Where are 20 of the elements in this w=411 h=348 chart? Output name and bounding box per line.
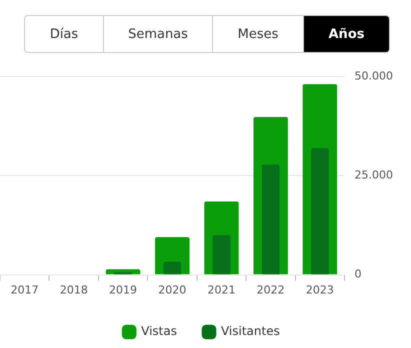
x-tick-label: 2021 <box>207 283 236 296</box>
bar <box>311 148 329 274</box>
legend-label: Vistas <box>141 324 177 338</box>
y-tick-label: 25.000 <box>354 168 394 182</box>
x-tick-label: 2020 <box>158 283 186 296</box>
text: Años <box>303 16 389 52</box>
text: Semanas <box>103 16 212 52</box>
y-tick-label: 50.000 <box>354 69 394 82</box>
x-tick-label: 2018 <box>60 283 88 296</box>
text: Días <box>48 26 80 44</box>
bar <box>262 164 280 274</box>
x-tick-label: 2023 <box>306 283 334 296</box>
bar <box>212 235 230 274</box>
bar <box>163 262 182 274</box>
y-tick-label: 0 <box>354 268 362 281</box>
x-tick-label: 2019 <box>109 283 138 296</box>
legend-label: Visitantes <box>220 324 280 338</box>
text: Meses <box>212 16 303 52</box>
x-tick-label: 2022 <box>256 283 285 296</box>
x-tick-label: 2017 <box>10 283 39 296</box>
